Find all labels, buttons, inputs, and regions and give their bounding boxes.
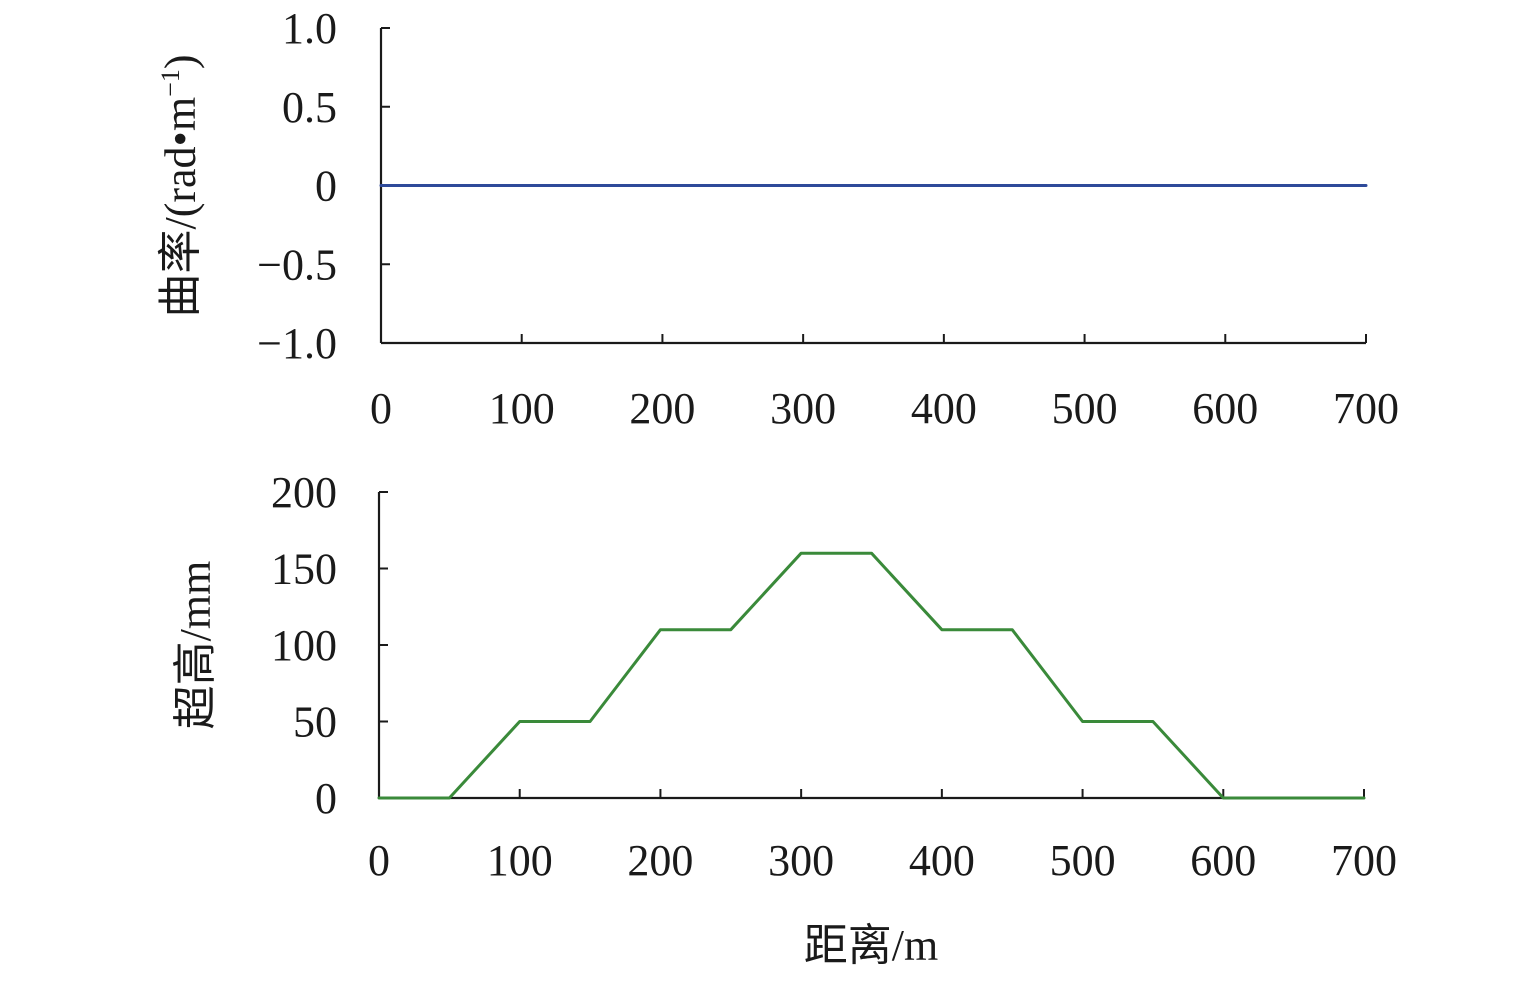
curvature-x-tick-label: 400 (911, 384, 977, 433)
x-axis-label: 距离/m (804, 921, 938, 970)
curvature-x-tick-label: 700 (1333, 384, 1399, 433)
superelevation-y-tick-label: 150 (271, 545, 337, 594)
superelevation-x-tick-label: 100 (487, 836, 553, 885)
superelevation-y-tick-label: 100 (271, 621, 337, 670)
curvature-x-tick-label: 600 (1192, 384, 1258, 433)
curvature-x-tick-label: 100 (489, 384, 555, 433)
curvature-x-tick-label: 500 (1052, 384, 1118, 433)
superelevation-x-tick-label: 0 (368, 836, 390, 885)
curvature-y-tick-label: 0 (315, 162, 337, 211)
superelevation-x-tick-label: 400 (909, 836, 975, 885)
superelevation-x-tick-label: 600 (1190, 836, 1256, 885)
superelevation-series (377, 551, 1366, 800)
superelevation-x-tick-label: 700 (1331, 836, 1397, 885)
curvature-y-axis-label: 曲率/(rad•m−1) (156, 54, 205, 317)
curvature-x-tick-label: 0 (370, 384, 392, 433)
curvature-y-axis-label-close: ) (156, 54, 205, 69)
curvature-y-axis-label-sup: −1 (156, 69, 185, 97)
curvature-x-ticks: 0 100 200 300 400 500 600 700 (370, 334, 1399, 433)
superelevation-x-tick-label: 200 (627, 836, 693, 885)
superelevation-y-tick-label: 50 (293, 698, 337, 747)
superelevation-x-ticks: 0 100 200 300 400 500 600 700 (368, 789, 1397, 885)
superelevation-y-ticks: 200 150 100 50 0 (271, 468, 388, 823)
curvature-x-tick-label: 200 (629, 384, 695, 433)
superelevation-y-tick-label: 200 (271, 468, 337, 517)
superelevation-x-tick-label: 300 (768, 836, 834, 885)
superelevation-x-tick-label: 500 (1050, 836, 1116, 885)
superelevation-y-tick-label: 0 (315, 774, 337, 823)
curvature-y-tick-label: 1.0 (282, 4, 337, 53)
curvature-y-tick-label: −0.5 (257, 240, 337, 289)
curvature-y-tick-label: −1.0 (257, 319, 337, 368)
curvature-y-ticks: 1.0 0.5 0 −0.5 −1.0 (257, 4, 390, 368)
superelevation-series-line (377, 551, 1366, 800)
curvature-y-tick-label: 0.5 (282, 83, 337, 132)
curvature-x-tick-label: 300 (770, 384, 836, 433)
superelevation-y-axis-label: 超高/mm (171, 561, 220, 730)
curvature-y-axis-label-main: 曲率/(rad•m (156, 97, 205, 318)
curvature-chart: 1.0 0.5 0 −0.5 −1.0 0 100 200 300 400 500 600 700 曲… (156, 4, 1399, 433)
